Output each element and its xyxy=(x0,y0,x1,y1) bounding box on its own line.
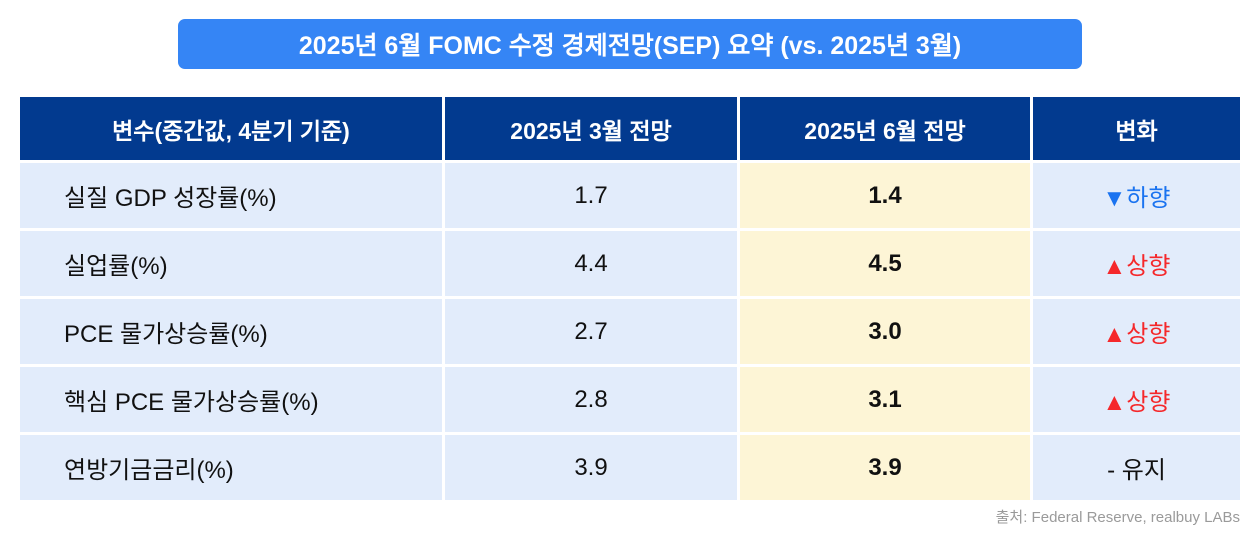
header-june: 2025년 6월 전망 xyxy=(740,97,1030,160)
row-variable: 실업률(%) xyxy=(20,231,442,296)
row-change: ▲상향 xyxy=(1033,367,1240,432)
row-march: 2.8 xyxy=(445,367,737,432)
header-change: 변화 xyxy=(1033,97,1240,160)
row-june: 3.0 xyxy=(740,299,1030,364)
row-change: ▲상향 xyxy=(1033,231,1240,296)
row-june: 4.5 xyxy=(740,231,1030,296)
header-march: 2025년 3월 전망 xyxy=(445,97,737,160)
source-note: 출처: Federal Reserve, realbuy LABs xyxy=(995,509,1240,526)
row-variable: 실질 GDP 성장률(%) xyxy=(20,163,442,228)
page-title: 2025년 6월 FOMC 수정 경제전망(SEP) 요약 (vs. 2025년… xyxy=(178,19,1082,69)
row-june: 3.9 xyxy=(740,435,1030,500)
row-change: ▼하향 xyxy=(1033,163,1240,228)
row-march: 1.7 xyxy=(445,163,737,228)
row-march: 2.7 xyxy=(445,299,737,364)
row-change: - 유지 xyxy=(1033,435,1240,500)
row-variable: PCE 물가상승률(%) xyxy=(20,299,442,364)
row-variable: 연방기금금리(%) xyxy=(20,435,442,500)
row-change: ▲상향 xyxy=(1033,299,1240,364)
sep-summary-table: 변수(중간값, 4분기 기준) 2025년 3월 전망 2025년 6월 전망 … xyxy=(20,97,1240,500)
row-june: 1.4 xyxy=(740,163,1030,228)
row-march: 3.9 xyxy=(445,435,737,500)
row-june: 3.1 xyxy=(740,367,1030,432)
row-march: 4.4 xyxy=(445,231,737,296)
row-variable: 핵심 PCE 물가상승률(%) xyxy=(20,367,442,432)
header-variable: 변수(중간값, 4분기 기준) xyxy=(20,97,442,160)
